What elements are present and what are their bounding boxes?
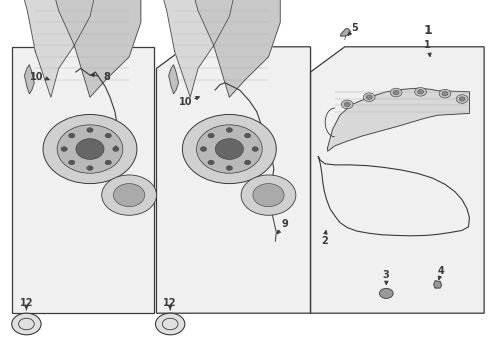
Circle shape: [226, 166, 232, 170]
Circle shape: [87, 128, 93, 132]
Polygon shape: [51, 0, 141, 97]
Polygon shape: [190, 0, 280, 97]
Circle shape: [458, 97, 464, 101]
Text: 11: 11: [116, 136, 130, 147]
Circle shape: [251, 147, 258, 151]
Text: 10: 10: [30, 72, 43, 82]
Circle shape: [68, 160, 75, 165]
Polygon shape: [340, 29, 350, 36]
Circle shape: [252, 184, 284, 207]
Circle shape: [196, 125, 262, 173]
Text: 8: 8: [103, 72, 110, 82]
Circle shape: [244, 133, 250, 138]
Circle shape: [207, 133, 214, 138]
Circle shape: [113, 184, 144, 207]
Polygon shape: [433, 281, 441, 288]
Circle shape: [438, 89, 450, 98]
Text: 5: 5: [350, 23, 357, 33]
Circle shape: [344, 102, 349, 107]
Circle shape: [102, 175, 156, 215]
Text: 2: 2: [320, 236, 327, 246]
Circle shape: [105, 133, 111, 138]
Text: 4: 4: [436, 266, 443, 276]
Circle shape: [241, 175, 295, 215]
Circle shape: [379, 288, 392, 298]
Circle shape: [68, 133, 75, 138]
Circle shape: [341, 100, 352, 109]
Text: 3: 3: [382, 270, 388, 280]
Circle shape: [61, 147, 67, 151]
Polygon shape: [327, 88, 468, 151]
Circle shape: [366, 95, 371, 99]
Circle shape: [57, 125, 122, 173]
Circle shape: [76, 139, 104, 159]
Circle shape: [112, 147, 119, 151]
Circle shape: [215, 139, 243, 159]
Polygon shape: [310, 47, 483, 313]
Circle shape: [12, 313, 41, 335]
Polygon shape: [159, 0, 237, 97]
Circle shape: [392, 90, 398, 95]
Polygon shape: [156, 47, 310, 313]
Circle shape: [417, 90, 423, 94]
Circle shape: [455, 95, 467, 103]
Text: 10: 10: [179, 97, 192, 107]
Circle shape: [363, 93, 374, 102]
Circle shape: [207, 160, 214, 165]
Text: 7: 7: [227, 24, 236, 37]
Circle shape: [155, 313, 184, 335]
Polygon shape: [20, 0, 98, 97]
Circle shape: [244, 160, 250, 165]
Polygon shape: [168, 65, 178, 94]
Circle shape: [43, 114, 137, 184]
Circle shape: [182, 114, 276, 184]
Circle shape: [105, 160, 111, 165]
Text: 1: 1: [423, 40, 429, 50]
Text: 1: 1: [423, 24, 431, 37]
Bar: [12, 47, 154, 313]
Polygon shape: [105, 144, 115, 157]
Circle shape: [414, 87, 426, 96]
Text: 12: 12: [20, 298, 33, 308]
Circle shape: [200, 147, 206, 151]
Circle shape: [226, 128, 232, 132]
Circle shape: [389, 88, 401, 97]
Circle shape: [441, 91, 447, 96]
Polygon shape: [24, 65, 34, 94]
Text: 9: 9: [281, 219, 288, 229]
Text: 6: 6: [79, 24, 87, 37]
Circle shape: [87, 166, 93, 170]
Text: 12: 12: [163, 298, 177, 308]
